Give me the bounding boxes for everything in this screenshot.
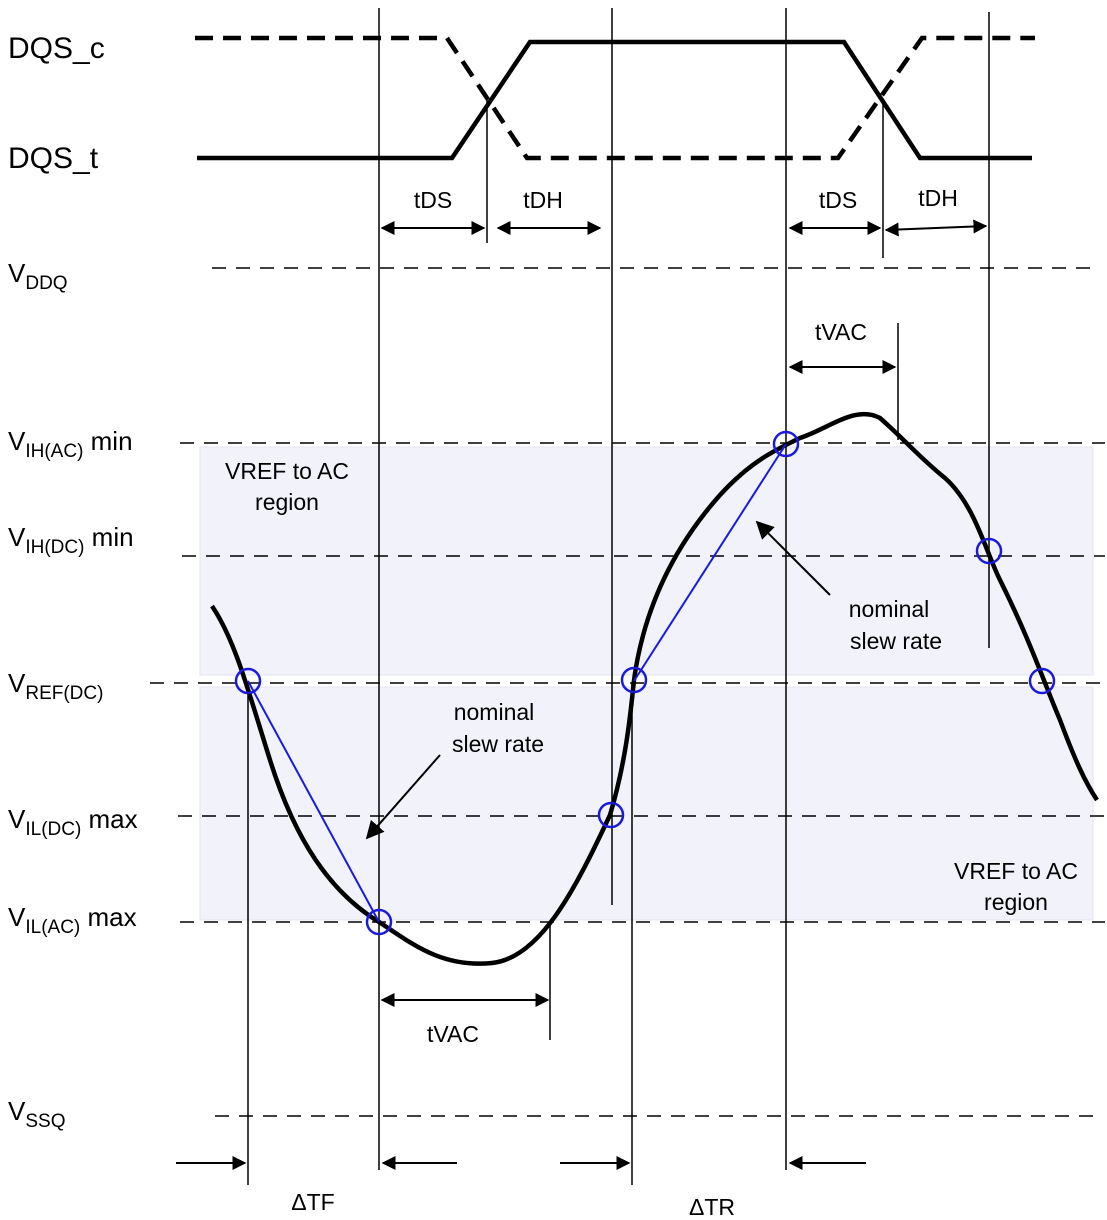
slew-label-upper-line2: slew rate (850, 628, 942, 654)
slew-pointer-arrow-upper (755, 520, 831, 596)
region-label-upper-line1: VREF to AC (225, 458, 349, 484)
vref-to-ac-region-lower (199, 686, 1094, 921)
region-label-lower-line2: region (984, 889, 1048, 915)
slew-label-lower-line2: slew rate (452, 731, 544, 757)
delta-tf-label: ΔTF (291, 1189, 334, 1215)
crossing-marker (620, 666, 648, 694)
dqs-c-waveform (195, 35, 1035, 161)
crossing-marker (1028, 667, 1056, 695)
crossing-marker (365, 908, 393, 936)
tvac-label-top: tVAC (815, 319, 867, 345)
crossing-marker (772, 430, 800, 458)
slew-line-rising (633, 443, 787, 682)
tdh-label-left: tDH (523, 187, 563, 213)
dqs-t-waveform (197, 39, 1032, 161)
vref-to-ac-region-upper (199, 446, 1094, 676)
dqs-t-label: DQS_t (8, 142, 99, 175)
vih-dc-label: VIH(DC) min (8, 522, 134, 558)
slew-label-lower-line1: nominal (454, 699, 535, 725)
vil-ac-label: VIL(AC) max (8, 902, 137, 938)
crossing-marker (234, 667, 262, 695)
crossing-marker (597, 801, 625, 829)
tvac-label-bottom: tVAC (427, 1021, 479, 1047)
delta-tr-label: ΔTR (689, 1194, 735, 1220)
tds-label-left: tDS (414, 187, 452, 213)
vddq-label: VDDQ (8, 258, 68, 294)
vref-dc-label: VREF(DC) (8, 668, 103, 704)
vssq-label: VSSQ (8, 1096, 65, 1132)
vil-dc-label: VIL(DC) max (8, 804, 138, 840)
region-label-upper-line2: region (255, 489, 319, 515)
slew-label-upper-line1: nominal (849, 596, 930, 622)
dq-signal-curve (210, 411, 1099, 966)
slew-line-falling (247, 680, 380, 923)
region-label-lower-line1: VREF to AC (954, 858, 1078, 884)
vih-ac-label: VIH(AC) min (8, 426, 133, 462)
tdh-label-right: tDH (918, 185, 958, 211)
tdh-arrow-right (884, 219, 988, 237)
tds-label-right: tDS (819, 187, 857, 213)
slew-pointer-arrow-lower (365, 754, 441, 840)
dqs-c-label: DQS_c (8, 32, 105, 65)
crossing-marker (975, 537, 1003, 565)
